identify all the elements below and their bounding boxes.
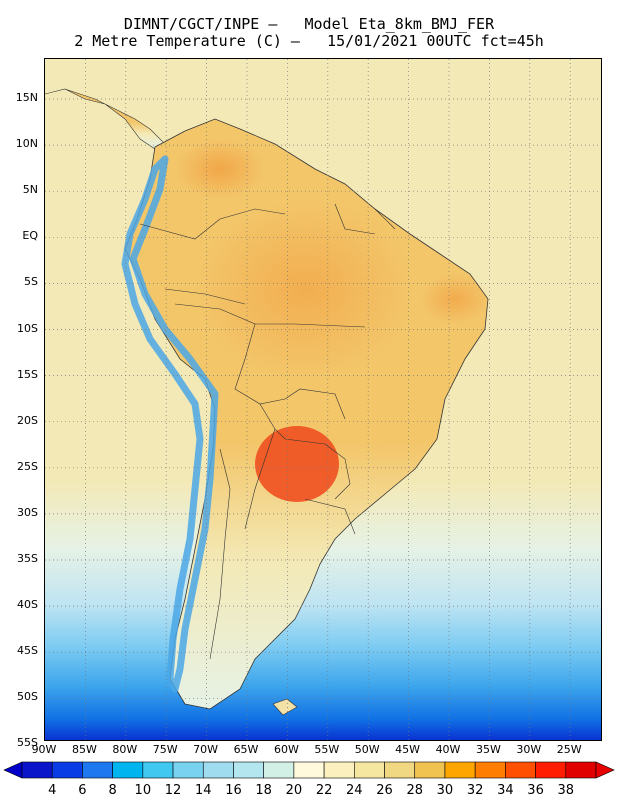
colorbar-swatch bbox=[414, 761, 446, 779]
colorbar-swatch bbox=[354, 761, 385, 779]
colorbar-label: 18 bbox=[255, 783, 272, 798]
colorbar-swatch bbox=[323, 761, 355, 779]
colorbar-label: 36 bbox=[527, 783, 544, 798]
colorbar-swatch bbox=[142, 761, 174, 779]
colorbar-label: 30 bbox=[436, 783, 454, 798]
lon-tick-label: 45W bbox=[395, 743, 421, 756]
warm-zone-northeast bbox=[420, 274, 490, 324]
lat-tick-label: 5N bbox=[22, 183, 38, 197]
map-title: DIMNT/CGCT/INPE – Model Eta_8km_BMJ_FER bbox=[123, 15, 495, 33]
lat-tick-label: 10N bbox=[15, 137, 38, 151]
hotspot-chaco bbox=[255, 426, 339, 502]
colorbar-label: 10 bbox=[134, 783, 152, 798]
warm-zone-north bbox=[175, 139, 265, 199]
colorbar-swatch bbox=[263, 761, 295, 779]
colorbar bbox=[3, 761, 615, 779]
lon-tick-label: 30W bbox=[516, 743, 542, 756]
lat-tick-label: 15S bbox=[17, 367, 38, 381]
lon-tick-label: 70W bbox=[193, 743, 219, 756]
colorbar-label: 20 bbox=[285, 783, 303, 798]
colorbar-swatch bbox=[474, 761, 506, 779]
lon-tick-label: 35W bbox=[475, 743, 501, 756]
country-borders bbox=[139, 203, 396, 660]
colorbar-label: 6 bbox=[78, 783, 87, 798]
lon-tick-label: 80W bbox=[112, 743, 138, 756]
colorbar-under-arrow bbox=[3, 761, 23, 779]
lat-tick-label: 10S bbox=[17, 321, 38, 335]
graticule bbox=[45, 59, 601, 740]
colorbar-swatch bbox=[233, 761, 264, 779]
colorbar-swatch bbox=[51, 761, 83, 779]
lat-tick-label: 45S bbox=[17, 644, 38, 658]
lat-tick-label: 15N bbox=[15, 91, 38, 104]
map-subtitle: 2 Metre Temperature (C) – 15/01/2021 00U… bbox=[74, 32, 544, 50]
colorbar-label: 34 bbox=[497, 783, 514, 798]
colorbar-swatch bbox=[384, 761, 416, 779]
lat-tick-label: 30S bbox=[17, 505, 38, 519]
lon-tick-label: 90W bbox=[31, 743, 57, 756]
andes-cold-band bbox=[121, 155, 219, 693]
lon-tick-label: 40W bbox=[435, 743, 461, 756]
colorbar-swatch bbox=[202, 761, 234, 779]
colorbar-label: 12 bbox=[164, 783, 182, 798]
warm-zone-amazon bbox=[195, 199, 415, 379]
temperature-map[interactable] bbox=[44, 58, 602, 741]
colorbar-swatch bbox=[112, 761, 144, 779]
colorbar-swatch bbox=[172, 761, 204, 779]
colorbar-swatch bbox=[444, 761, 476, 779]
colorbar-label: 14 bbox=[194, 783, 212, 798]
colorbar-label: 32 bbox=[466, 783, 484, 798]
colorbar-over-arrow bbox=[595, 761, 615, 779]
lat-tick-label: 40S bbox=[17, 598, 38, 612]
colorbar-swatch bbox=[293, 761, 325, 779]
lon-tick-label: 25W bbox=[556, 743, 582, 756]
colorbar-label: 24 bbox=[346, 783, 363, 798]
lat-tick-label: 20S bbox=[17, 413, 38, 427]
lat-tick-label: 35S bbox=[17, 552, 38, 565]
lon-tick-label: 60W bbox=[273, 743, 299, 756]
lat-tick-label: EQ bbox=[22, 229, 38, 243]
lon-tick-label: 65W bbox=[233, 743, 259, 756]
lat-tick-label: 55S bbox=[17, 736, 38, 750]
lon-tick-label: 55W bbox=[314, 743, 340, 756]
colorbar-swatch bbox=[82, 761, 113, 779]
lon-tick-label: 85W bbox=[71, 743, 97, 756]
colorbar-swatch bbox=[535, 761, 567, 779]
colorbar-label: 8 bbox=[108, 783, 117, 798]
lon-tick-label: 50W bbox=[354, 743, 380, 756]
lat-tick-label: 5S bbox=[24, 275, 38, 289]
falkland-islands bbox=[272, 698, 298, 716]
lat-tick-label: 50S bbox=[17, 690, 38, 704]
lat-tick-label: 25S bbox=[17, 459, 38, 473]
colorbar-label: 28 bbox=[406, 783, 423, 798]
colorbar-swatch bbox=[21, 761, 53, 779]
colorbar-label: 38 bbox=[557, 783, 575, 798]
lon-tick-label: 75W bbox=[152, 743, 178, 756]
colorbar-label: 16 bbox=[225, 783, 242, 798]
colorbar-swatch bbox=[565, 761, 597, 779]
colorbar-label: 22 bbox=[315, 783, 333, 798]
colorbar-swatch bbox=[505, 761, 536, 779]
colorbar-label: 4 bbox=[48, 783, 57, 798]
colorbar-label: 26 bbox=[376, 783, 393, 798]
